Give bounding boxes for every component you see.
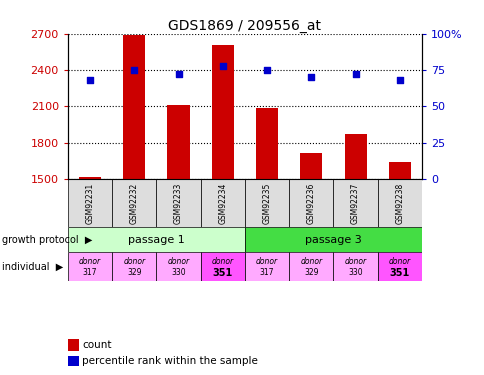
Bar — [244, 228, 421, 252]
Text: passage 3: passage 3 — [304, 234, 361, 244]
Text: GSM92235: GSM92235 — [262, 183, 271, 224]
Text: individual  ▶: individual ▶ — [2, 261, 63, 272]
Point — [263, 67, 271, 73]
Text: GSM92238: GSM92238 — [394, 183, 404, 224]
Bar — [377, 252, 421, 281]
Text: 330: 330 — [348, 268, 362, 278]
Bar — [68, 228, 244, 252]
Text: 351: 351 — [212, 268, 232, 278]
Bar — [388, 162, 410, 179]
Point — [130, 67, 138, 73]
Bar — [112, 179, 156, 228]
Point — [351, 71, 359, 77]
Bar — [156, 252, 200, 281]
Bar — [79, 177, 101, 179]
Bar — [68, 179, 112, 228]
Point — [174, 71, 182, 77]
Text: GSM92231: GSM92231 — [85, 183, 94, 224]
Bar — [256, 108, 277, 179]
Text: 351: 351 — [389, 268, 409, 278]
Text: 329: 329 — [303, 268, 318, 278]
Text: GSM92236: GSM92236 — [306, 183, 315, 224]
Bar — [112, 252, 156, 281]
Bar — [68, 252, 112, 281]
Bar — [123, 34, 145, 179]
Text: 317: 317 — [83, 268, 97, 278]
Text: donor: donor — [256, 256, 277, 265]
Text: donor: donor — [79, 256, 101, 265]
Bar — [212, 45, 233, 179]
Text: passage 1: passage 1 — [128, 234, 184, 244]
Bar — [288, 252, 333, 281]
Bar — [244, 179, 288, 228]
Text: GSM92237: GSM92237 — [350, 183, 359, 224]
Text: growth protocol  ▶: growth protocol ▶ — [2, 234, 92, 244]
Bar — [156, 179, 200, 228]
Text: 330: 330 — [171, 268, 185, 278]
Text: GSM92234: GSM92234 — [218, 183, 227, 224]
Text: donor: donor — [344, 256, 366, 265]
Bar — [200, 252, 244, 281]
Bar — [200, 179, 244, 228]
Point — [395, 77, 403, 83]
Bar — [300, 153, 322, 179]
Point — [307, 74, 315, 80]
Bar — [244, 252, 288, 281]
Text: GSM92233: GSM92233 — [174, 183, 182, 224]
Bar — [344, 134, 366, 179]
Bar — [333, 179, 377, 228]
Text: 329: 329 — [127, 268, 141, 278]
Text: donor: donor — [300, 256, 322, 265]
Text: donor: donor — [388, 256, 410, 265]
Bar — [167, 105, 189, 179]
Text: donor: donor — [167, 256, 189, 265]
Point — [218, 63, 226, 69]
Bar — [333, 252, 377, 281]
Title: GDS1869 / 209556_at: GDS1869 / 209556_at — [168, 19, 321, 33]
Text: donor: donor — [123, 256, 145, 265]
Text: 317: 317 — [259, 268, 274, 278]
Text: percentile rank within the sample: percentile rank within the sample — [82, 356, 258, 366]
Text: count: count — [82, 340, 112, 350]
Bar — [377, 179, 421, 228]
Point — [86, 77, 94, 83]
Bar — [288, 179, 333, 228]
Text: donor: donor — [212, 256, 233, 265]
Text: GSM92232: GSM92232 — [130, 183, 138, 224]
